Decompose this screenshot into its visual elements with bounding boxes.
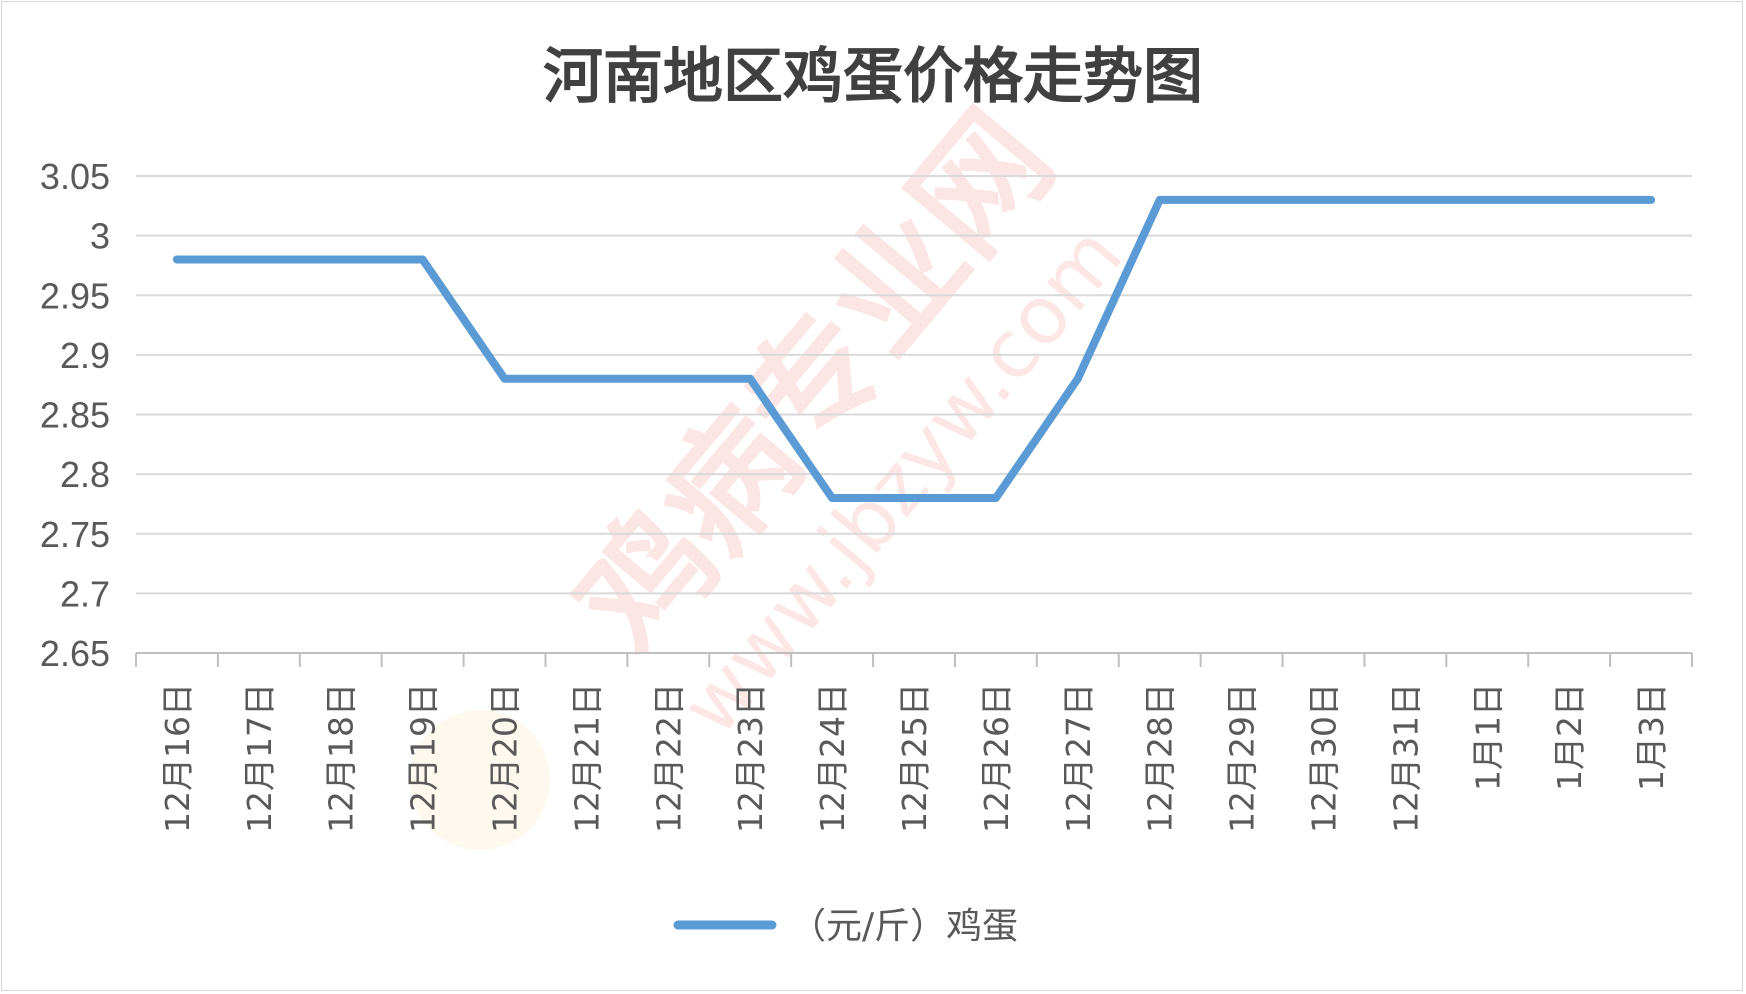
y-tick-label: 2.8 xyxy=(60,454,110,495)
x-tick-label: 12月23日 xyxy=(731,683,770,833)
x-tick-label: 12月25日 xyxy=(895,683,934,833)
x-tick-label: 12月27日 xyxy=(1059,683,1098,833)
chart-title: 河南地区鸡蛋价格走势图 xyxy=(543,42,1203,112)
x-tick-label: 12月21日 xyxy=(567,683,606,833)
y-tick-label: 2.7 xyxy=(60,573,110,614)
x-tick-label: 12月31日 xyxy=(1386,683,1425,833)
x-tick-label: 12月26日 xyxy=(977,683,1016,833)
x-tick-label: 12月16日 xyxy=(158,683,197,833)
legend: （元/斤）鸡蛋 xyxy=(673,906,1018,947)
series-layer xyxy=(172,195,1656,502)
x-axis-ticks: 12月16日 12月17日 12月18日 12月19日 12月20日 12月21日 12月2… xyxy=(158,683,1671,833)
x-tick-label: 12月24日 xyxy=(813,683,852,833)
gridlines xyxy=(136,175,1692,595)
x-tick-label: 1月2日 xyxy=(1550,683,1589,791)
y-tick-label: 2.85 xyxy=(40,395,110,436)
x-tick-label: 12月17日 xyxy=(240,683,279,833)
x-tick-label: 12月29日 xyxy=(1223,683,1262,833)
watermark-logo xyxy=(410,710,550,850)
x-tick-label: 12月28日 xyxy=(1141,683,1180,833)
x-tick-label: 12月30日 xyxy=(1304,683,1343,833)
y-tick-label: 2.65 xyxy=(40,633,110,674)
legend-label: （元/斤）鸡蛋 xyxy=(790,906,1018,947)
x-tick-label: 1月3日 xyxy=(1632,683,1671,791)
y-axis-ticks: 3.05 3 2.95 2.9 2.85 2.8 2.75 2.7 2.65 xyxy=(40,156,110,674)
y-tick-label: 2.75 xyxy=(40,514,110,555)
y-tick-label: 3 xyxy=(90,216,110,257)
x-tick-label: 12月22日 xyxy=(649,683,688,833)
series-line xyxy=(172,195,1656,502)
x-tick-label: 1月1日 xyxy=(1468,683,1507,791)
x-tick-label: 12月20日 xyxy=(486,683,525,833)
y-tick-label: 3.05 xyxy=(40,156,110,197)
y-tick-label: 2.9 xyxy=(60,335,110,376)
x-tick-label: 12月18日 xyxy=(322,683,361,833)
x-axis xyxy=(135,652,1693,667)
x-tick-label: 12月19日 xyxy=(404,683,443,833)
y-tick-label: 2.95 xyxy=(40,275,110,316)
